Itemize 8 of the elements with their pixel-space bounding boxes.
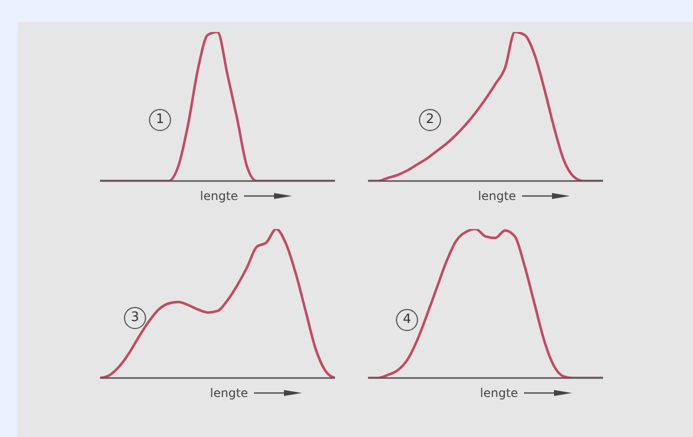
x-axis-title: lengte — [210, 386, 248, 400]
annotation: 4 — [396, 309, 418, 331]
annotation: 1 — [149, 109, 171, 131]
annotation: 2 — [419, 109, 441, 131]
x-axis-title: lengte — [480, 386, 518, 400]
annotation: 3 — [124, 307, 146, 329]
x-axis-title: lengte — [200, 189, 238, 203]
x-axis-title: lengte — [478, 189, 516, 203]
